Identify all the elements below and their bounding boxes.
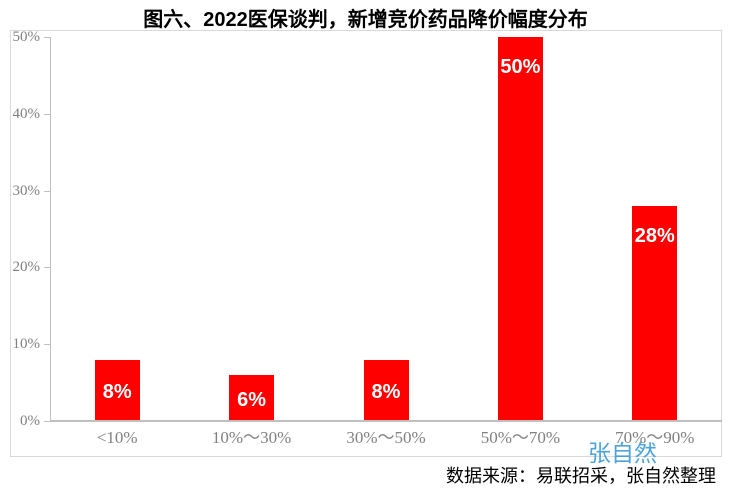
y-tick-label: 30% — [12, 182, 41, 199]
x-tick-label: 10%～30% — [211, 428, 292, 447]
y-tick-mark — [44, 421, 50, 422]
y-tick-label: 20% — [12, 259, 41, 276]
y-tick-mark — [44, 113, 50, 115]
chart-title: 图六、2022医保谈判，新增竞价药品降价幅度分布 — [143, 9, 588, 31]
y-tick-label: 40% — [12, 105, 41, 122]
x-tick-label: 50%～70% — [480, 428, 561, 447]
y-tick-mark — [44, 37, 50, 38]
bar — [229, 374, 275, 420]
y-tick-label: 50% — [12, 29, 41, 45]
y-tick-label: 0% — [20, 413, 40, 429]
bar — [363, 359, 409, 420]
watermark: 张自然 — [588, 440, 657, 466]
bar-value-label: 8% — [371, 381, 401, 404]
x-tick-label: 70%～90% — [615, 428, 695, 447]
bar — [94, 359, 140, 420]
source-note: 数据来源：易联招采，张自然整理 — [446, 466, 716, 486]
x-axis-line — [50, 420, 722, 422]
y-tick-mark — [44, 344, 50, 346]
y-axis-line — [50, 37, 51, 421]
bar-value-label: 28% — [634, 224, 675, 247]
x-tick-label: <10% — [96, 428, 138, 447]
y-tick-mark — [44, 267, 50, 269]
bar-value-label: 50% — [500, 56, 541, 78]
y-tick-mark — [44, 190, 50, 192]
bar-value-label: 6% — [237, 388, 267, 411]
y-tick-label: 10% — [12, 336, 41, 353]
bar — [497, 37, 543, 420]
x-tick-label: 30%～50% — [346, 428, 426, 447]
bar-value-label: 8% — [102, 381, 132, 404]
bar — [632, 205, 678, 420]
